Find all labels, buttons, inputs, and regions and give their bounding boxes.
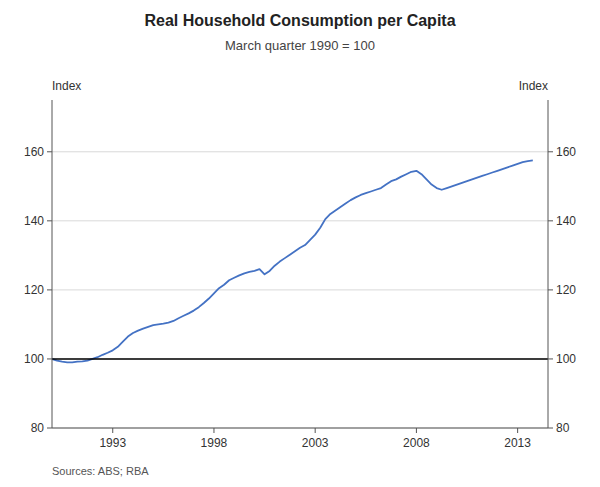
y-tick-label: 160 xyxy=(24,145,44,159)
grid xyxy=(52,152,548,428)
y-tick xyxy=(47,428,52,429)
reference-line xyxy=(52,358,548,360)
x-tick-label: 2013 xyxy=(504,436,531,450)
y2-tick-label: 160 xyxy=(556,145,576,159)
x-axis-line xyxy=(52,428,548,429)
axes: 1993 1998 2003 2008 2013 80 100 120 140 160 80 100 1… xyxy=(24,100,576,450)
y-axis-label: Index xyxy=(52,79,81,93)
y-tick xyxy=(47,289,52,290)
y-tick xyxy=(47,358,52,359)
grid-line xyxy=(52,151,548,152)
x-tick xyxy=(517,428,518,433)
title: Real Household Consumption per Capita xyxy=(144,12,455,29)
y2-tick xyxy=(548,220,553,221)
grid-line xyxy=(52,428,548,429)
y-tick-label: 100 xyxy=(24,352,44,366)
x-tick xyxy=(416,428,417,433)
grid-line xyxy=(52,358,548,359)
subtitle: March quarter 1990 = 100 xyxy=(225,38,375,53)
y-tick xyxy=(47,220,52,221)
y2-tick-label: 100 xyxy=(556,352,576,366)
grid-line xyxy=(52,220,548,221)
x-tick-label: 2008 xyxy=(403,436,430,450)
y-tick xyxy=(47,151,52,152)
x-tick-label: 2003 xyxy=(302,436,329,450)
x-tick xyxy=(315,428,316,433)
y2-axis-label: Index xyxy=(519,79,548,93)
y-axis-line xyxy=(52,100,53,428)
y2-tick-label: 120 xyxy=(556,283,576,297)
data-line xyxy=(52,160,533,362)
x-tick-label: 1993 xyxy=(99,436,126,450)
x-tick-label: 1998 xyxy=(201,436,228,450)
x-tick xyxy=(112,428,113,433)
y2-tick xyxy=(548,289,553,290)
y2-tick xyxy=(548,358,553,359)
y-tick-label: 140 xyxy=(24,214,44,228)
source: Sources: ABS; RBA xyxy=(52,465,149,477)
y-tick-label: 120 xyxy=(24,283,44,297)
y2-tick-label: 140 xyxy=(556,214,576,228)
plot-area xyxy=(52,160,548,362)
grid-line xyxy=(52,289,548,290)
y-tick-label: 80 xyxy=(31,421,45,435)
x-tick xyxy=(213,428,214,433)
y2-tick-label: 80 xyxy=(556,421,570,435)
y2-tick xyxy=(548,151,553,152)
chart: Real Household Consumption per Capita Mar… xyxy=(0,0,600,487)
y2-axis-line xyxy=(548,100,549,428)
y2-tick xyxy=(548,428,553,429)
